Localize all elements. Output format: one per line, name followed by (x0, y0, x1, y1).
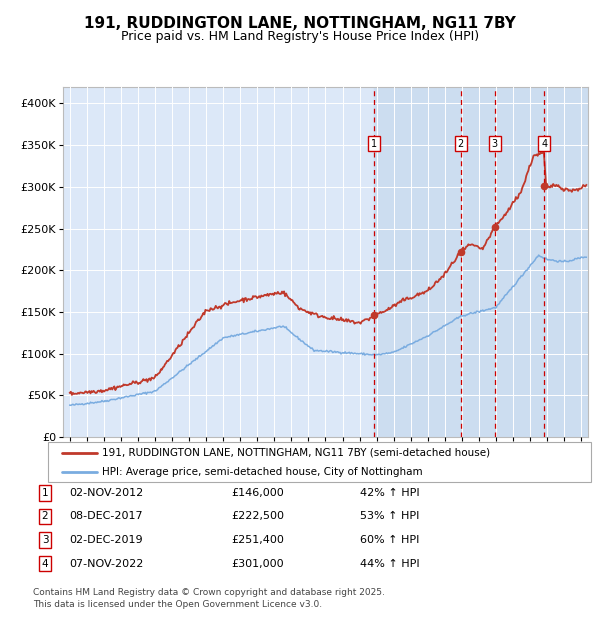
Text: £301,000: £301,000 (231, 559, 284, 569)
Text: 02-NOV-2012: 02-NOV-2012 (69, 488, 143, 498)
Text: 08-DEC-2017: 08-DEC-2017 (69, 512, 143, 521)
Text: Price paid vs. HM Land Registry's House Price Index (HPI): Price paid vs. HM Land Registry's House … (121, 30, 479, 43)
Text: 02-DEC-2019: 02-DEC-2019 (69, 535, 143, 545)
Text: 42% ↑ HPI: 42% ↑ HPI (360, 488, 419, 498)
Text: 3: 3 (491, 138, 497, 149)
Text: 191, RUDDINGTON LANE, NOTTINGHAM, NG11 7BY: 191, RUDDINGTON LANE, NOTTINGHAM, NG11 7… (84, 16, 516, 31)
Bar (374, 87, 600, 437)
Text: 53% ↑ HPI: 53% ↑ HPI (360, 512, 419, 521)
Text: Contains HM Land Registry data © Crown copyright and database right 2025.
This d: Contains HM Land Registry data © Crown c… (33, 588, 385, 609)
FancyBboxPatch shape (48, 442, 591, 482)
Text: £146,000: £146,000 (231, 488, 284, 498)
Text: 1: 1 (371, 138, 377, 149)
Text: 2: 2 (458, 138, 464, 149)
Text: 07-NOV-2022: 07-NOV-2022 (69, 559, 143, 569)
Text: 4: 4 (541, 138, 547, 149)
Text: 1: 1 (41, 488, 49, 498)
Text: £251,400: £251,400 (231, 535, 284, 545)
Text: HPI: Average price, semi-detached house, City of Nottingham: HPI: Average price, semi-detached house,… (103, 467, 423, 477)
Text: 3: 3 (41, 535, 49, 545)
Text: 44% ↑ HPI: 44% ↑ HPI (360, 559, 419, 569)
Text: £222,500: £222,500 (231, 512, 284, 521)
Text: 60% ↑ HPI: 60% ↑ HPI (360, 535, 419, 545)
Text: 191, RUDDINGTON LANE, NOTTINGHAM, NG11 7BY (semi-detached house): 191, RUDDINGTON LANE, NOTTINGHAM, NG11 7… (103, 448, 490, 458)
Text: 4: 4 (41, 559, 49, 569)
Text: 2: 2 (41, 512, 49, 521)
